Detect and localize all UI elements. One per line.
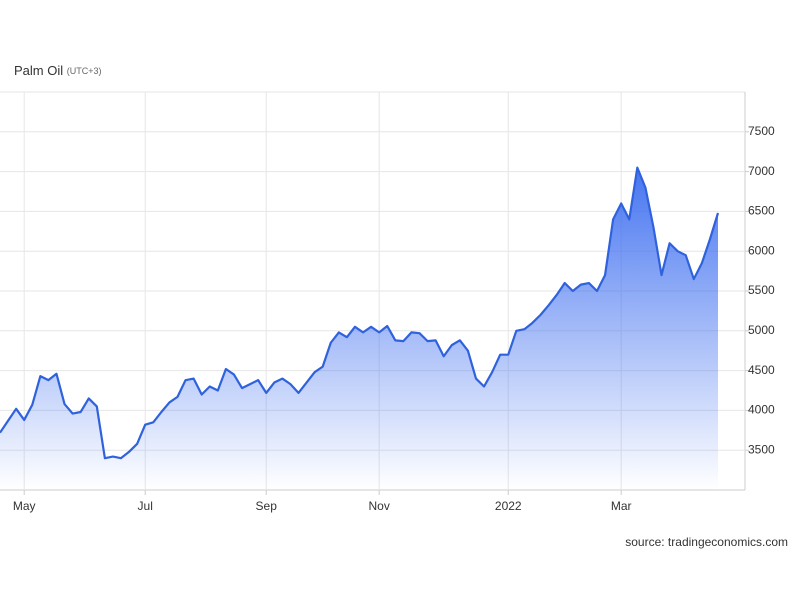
x-tick-label: Mar (611, 499, 632, 513)
chart-title: Palm Oil (UTC+3) (14, 63, 102, 78)
y-tick-label: 4500 (748, 363, 775, 377)
area (0, 167, 718, 490)
x-tick-label: May (13, 499, 36, 513)
x-tick-label: Nov (368, 499, 389, 513)
x-tick-label: Sep (256, 499, 278, 513)
y-tick-label: 6000 (748, 243, 775, 257)
y-tick-label: 3500 (748, 442, 775, 456)
title: Palm Oil (14, 63, 63, 78)
x-tick-label: Jul (138, 499, 153, 513)
y-tick-label: 4000 (748, 403, 775, 417)
y-tick-label: 7000 (748, 164, 775, 178)
line (0, 166, 720, 460)
y-tick-label: 5000 (748, 323, 775, 337)
y-tick-label: 6500 (748, 204, 775, 218)
x-tick-label: 2022 (495, 499, 522, 513)
subtitle: (UTC+3) (67, 66, 102, 76)
y-tick-label: 5500 (748, 283, 775, 297)
y-tick-label: 7500 (748, 124, 775, 138)
source: source: tradingeconomics.com (625, 535, 788, 549)
